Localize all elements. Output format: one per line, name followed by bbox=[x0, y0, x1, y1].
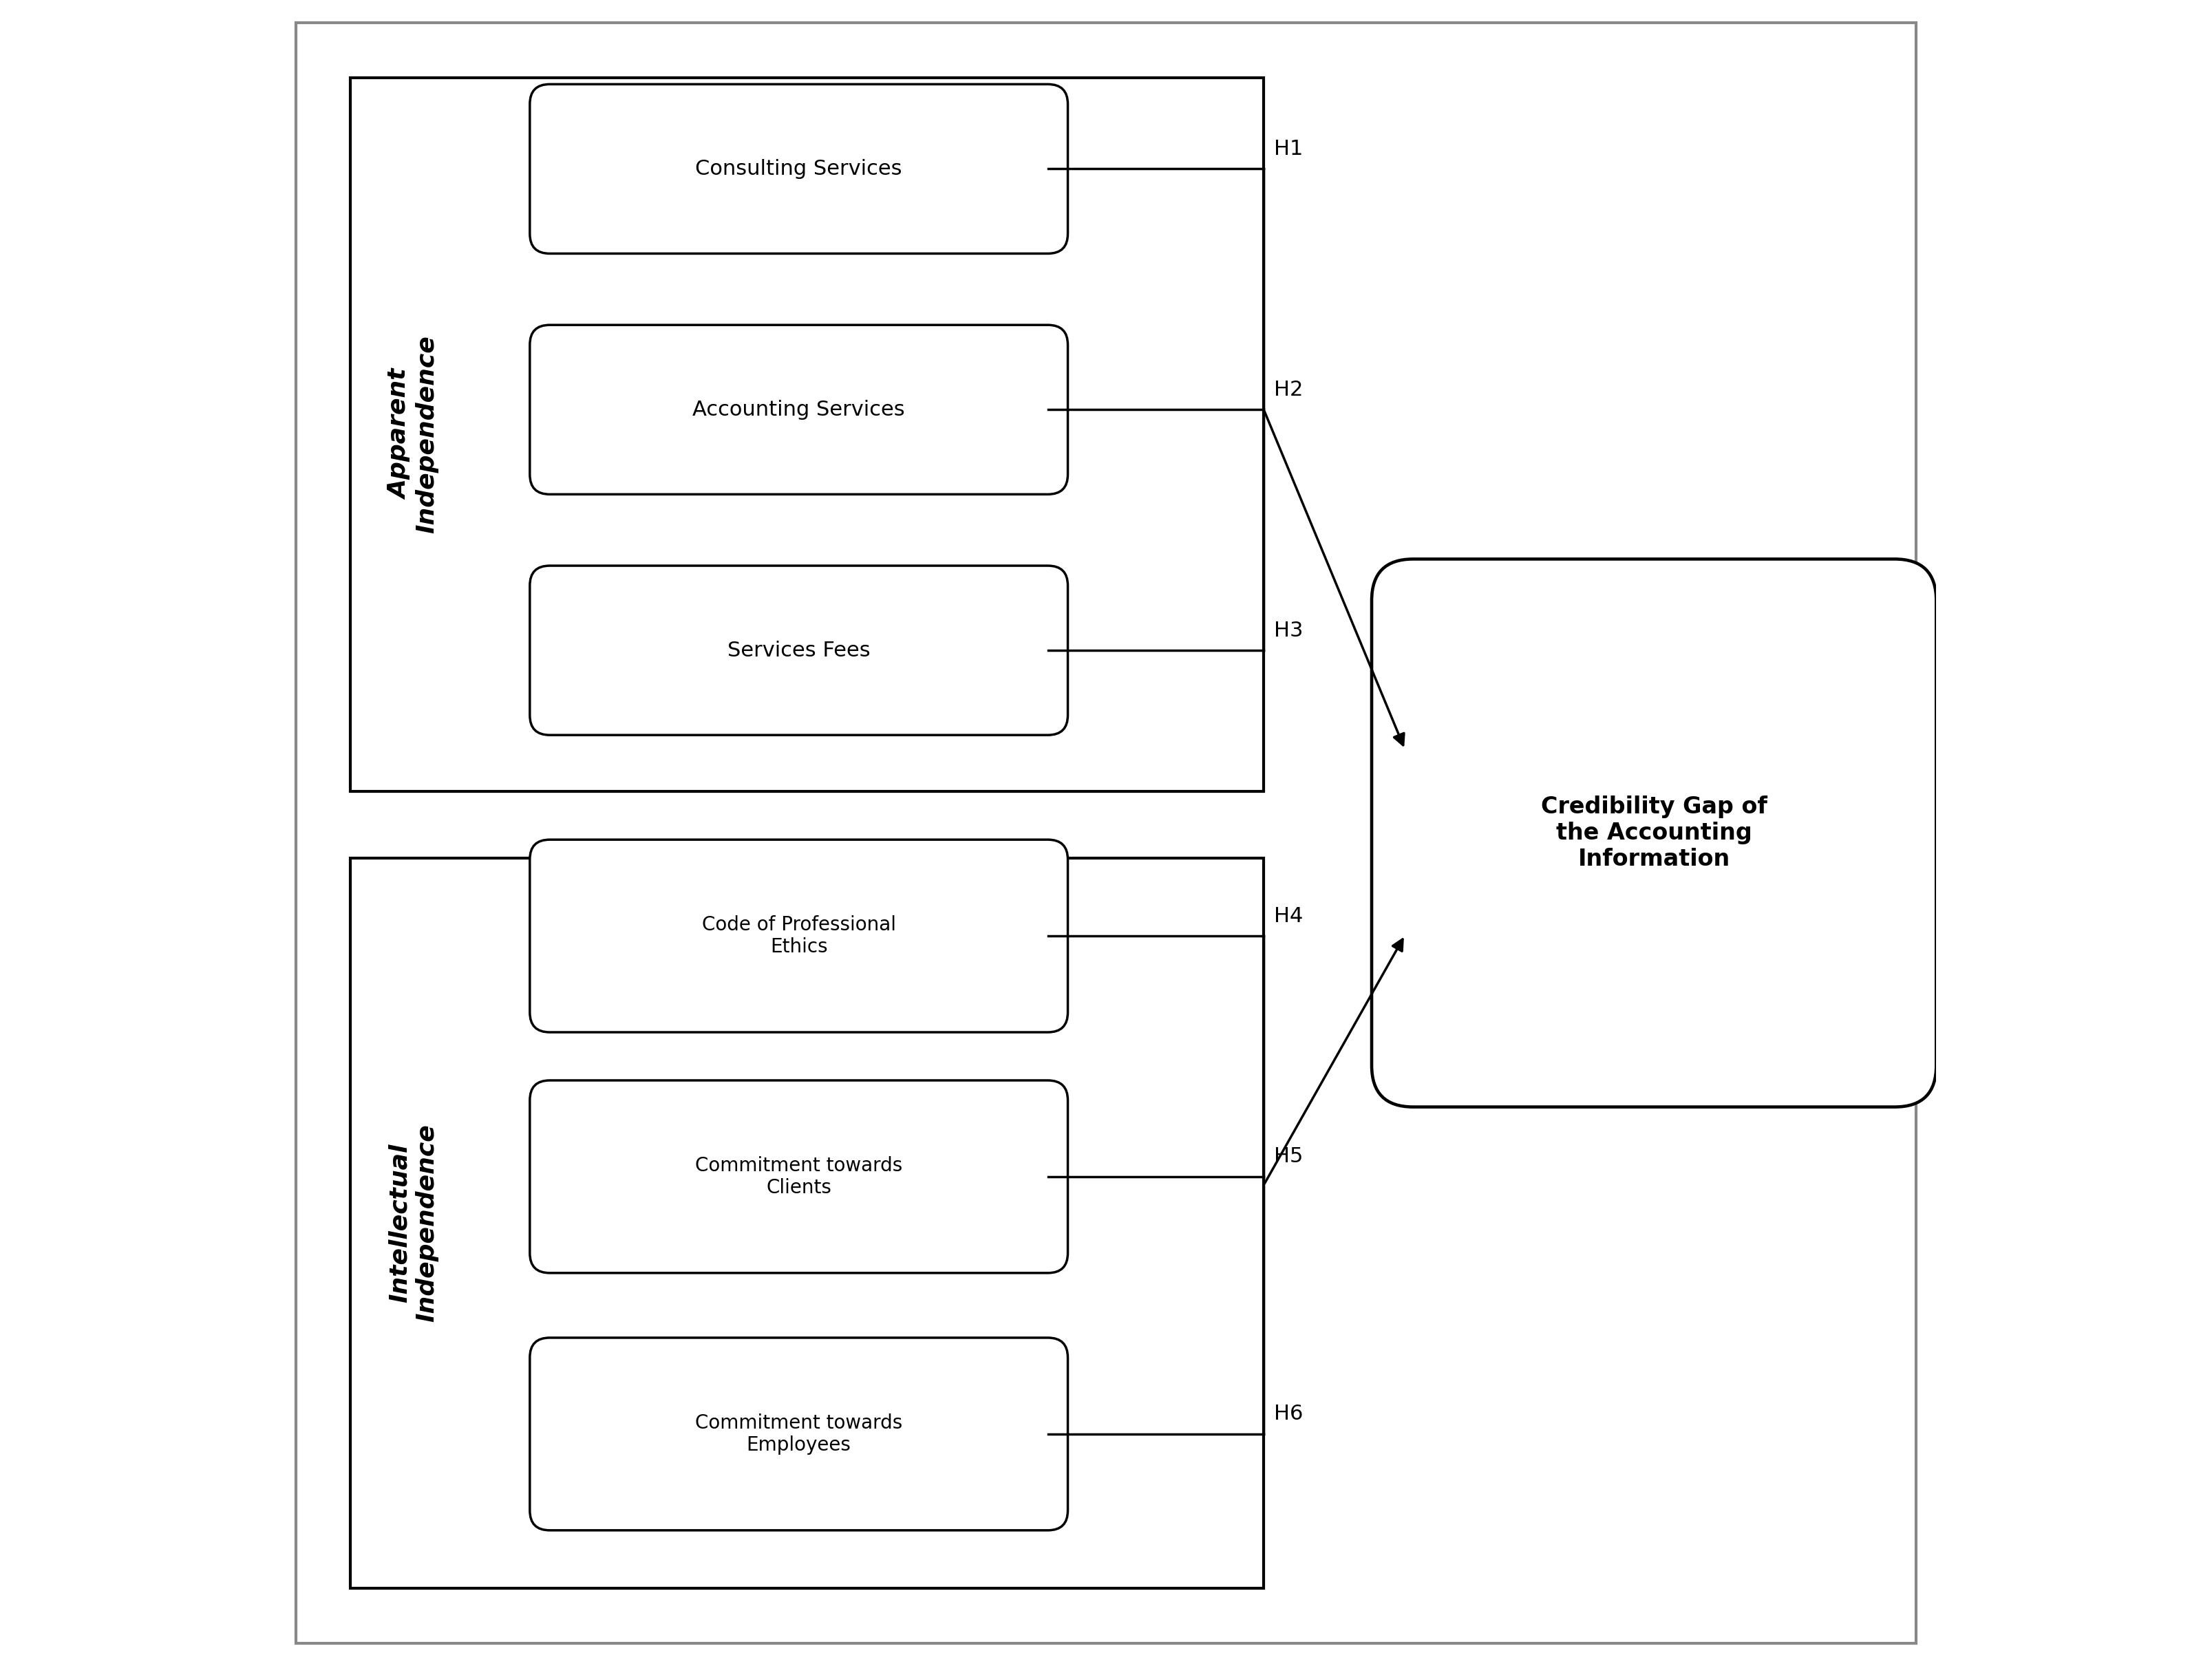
Text: Consulting Services: Consulting Services bbox=[695, 158, 902, 178]
Text: Intellectual
Independence: Intellectual Independence bbox=[389, 1125, 438, 1323]
FancyBboxPatch shape bbox=[531, 85, 1068, 253]
Text: H4: H4 bbox=[1274, 906, 1303, 926]
Text: Accounting Services: Accounting Services bbox=[692, 400, 905, 420]
FancyBboxPatch shape bbox=[1371, 560, 1935, 1106]
FancyBboxPatch shape bbox=[349, 858, 1263, 1588]
Text: Credibility Gap of
the Accounting
Information: Credibility Gap of the Accounting Inform… bbox=[1542, 795, 1767, 871]
Text: H5: H5 bbox=[1274, 1146, 1303, 1166]
Text: H1: H1 bbox=[1274, 138, 1303, 158]
Text: Services Fees: Services Fees bbox=[728, 640, 869, 660]
FancyBboxPatch shape bbox=[531, 1338, 1068, 1531]
Text: Apparent
Independence: Apparent Independence bbox=[389, 335, 438, 533]
FancyBboxPatch shape bbox=[296, 23, 1916, 1643]
FancyBboxPatch shape bbox=[531, 566, 1068, 735]
Text: Commitment towards
Clients: Commitment towards Clients bbox=[695, 1156, 902, 1198]
FancyBboxPatch shape bbox=[531, 325, 1068, 495]
Text: H2: H2 bbox=[1274, 380, 1303, 400]
FancyBboxPatch shape bbox=[349, 78, 1263, 791]
Text: H3: H3 bbox=[1274, 620, 1303, 640]
Text: Commitment towards
Employees: Commitment towards Employees bbox=[695, 1413, 902, 1454]
FancyBboxPatch shape bbox=[531, 1080, 1068, 1273]
Text: Code of Professional
Ethics: Code of Professional Ethics bbox=[701, 915, 896, 956]
Text: H6: H6 bbox=[1274, 1404, 1303, 1424]
FancyBboxPatch shape bbox=[531, 840, 1068, 1033]
